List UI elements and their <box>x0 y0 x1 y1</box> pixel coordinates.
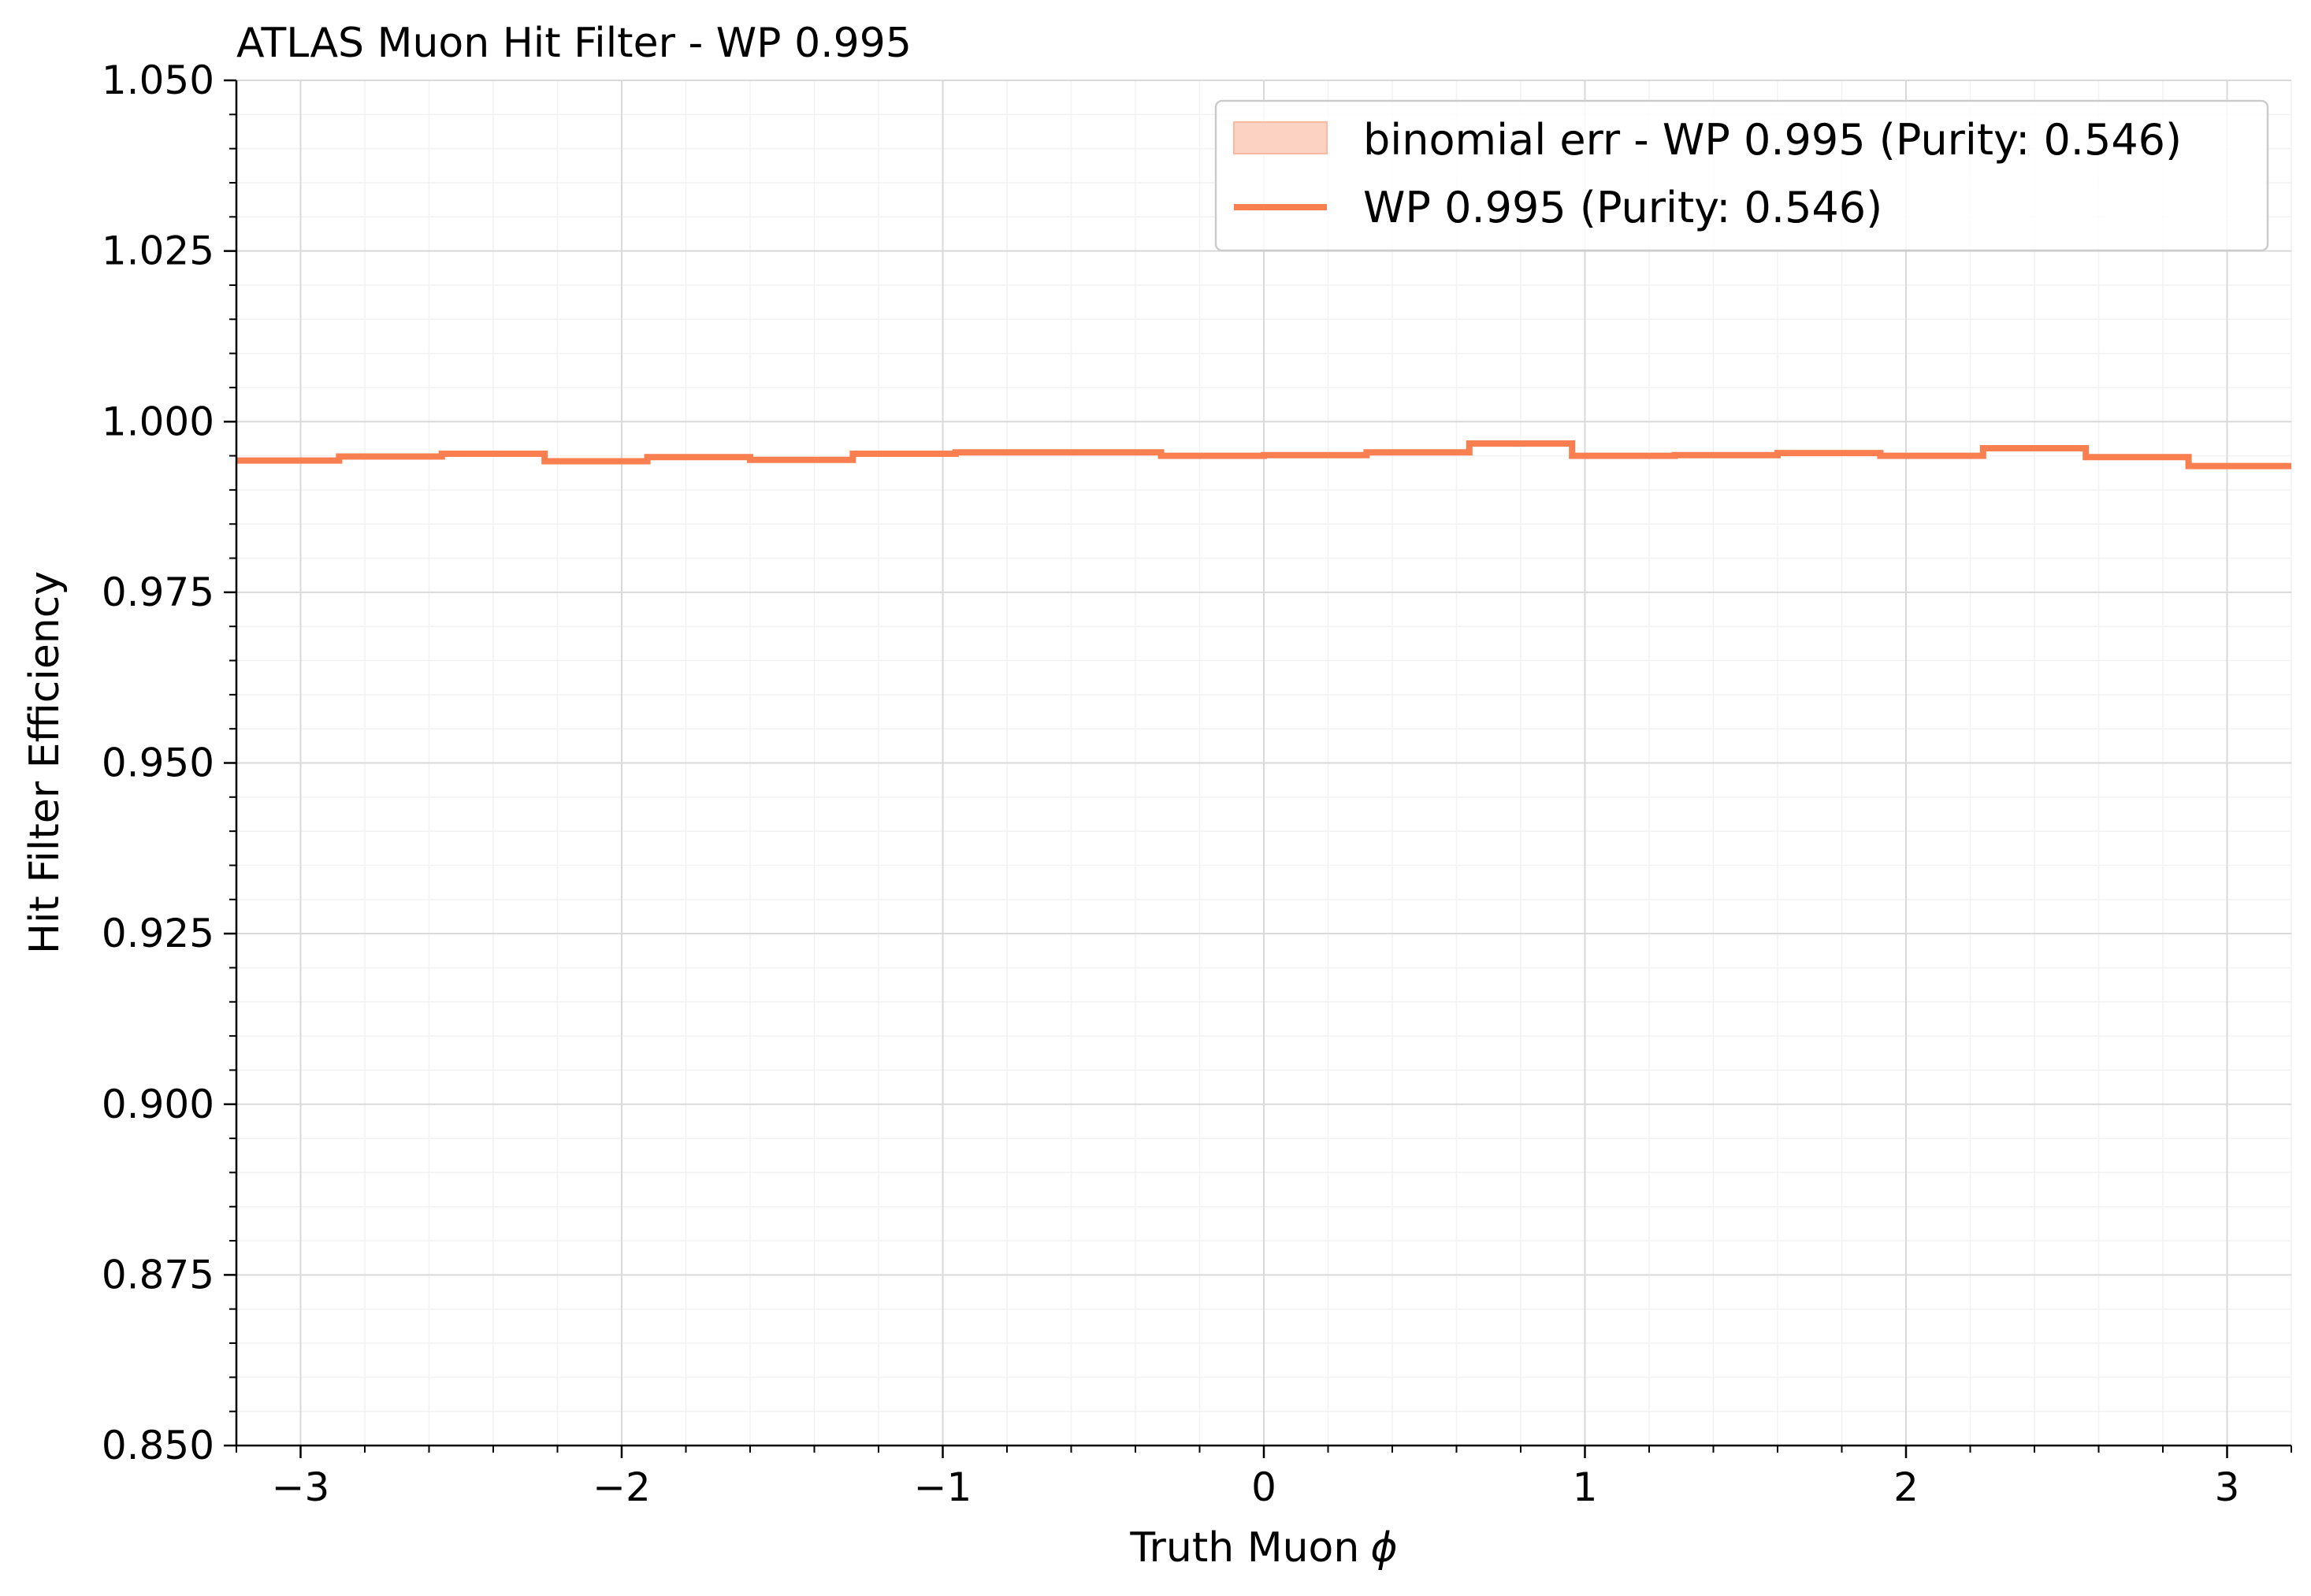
series-layer <box>236 440 2291 470</box>
x-tick-label: −1 <box>914 1464 972 1510</box>
y-tick-label: 0.900 <box>102 1082 214 1127</box>
y-tick-label: 0.850 <box>102 1423 214 1468</box>
y-axis-label: Hit Filter Efficiency <box>21 571 69 954</box>
y-tick-label: 0.950 <box>102 740 214 786</box>
x-tick-label: 2 <box>1893 1464 1919 1510</box>
chart-title: ATLAS Muon Hit Filter - WP 0.995 <box>236 20 912 67</box>
x-tick-label: 1 <box>1573 1464 1598 1510</box>
legend-line-label: WP 0.995 (Purity: 0.546) <box>1363 183 1882 232</box>
y-tick-label: 0.975 <box>102 570 214 615</box>
legend-band-swatch <box>1233 121 1328 154</box>
x-axis-label-symbol: ϕ <box>1370 1524 1397 1572</box>
y-tick-label: 1.025 <box>102 228 214 274</box>
y-tick-label: 0.925 <box>102 911 214 956</box>
x-tick-label: 3 <box>2215 1464 2240 1510</box>
legend-band-label: binomial err - WP 0.995 (Purity: 0.546) <box>1363 115 2182 165</box>
x-tick-label: −2 <box>593 1464 651 1510</box>
legend-frame <box>1214 99 2269 252</box>
y-tick-label: 1.050 <box>102 58 214 103</box>
efficiency-step-line <box>236 440 2291 470</box>
x-tick-label: 0 <box>1251 1464 1276 1510</box>
x-tick-label: −3 <box>272 1464 330 1510</box>
y-tick-label: 0.875 <box>102 1252 214 1297</box>
y-ticks: 0.850 0.875 0.900 0.925 0.950 0.975 1.000 1.025… <box>102 58 236 1468</box>
x-axis-label: Truth Muon ϕ <box>1129 1524 1397 1572</box>
legend: binomial err - WP 0.995 (Purity: 0.546) … <box>1214 99 2269 252</box>
x-ticks: −3 −2 −1 0 1 2 3 <box>236 1446 2292 1510</box>
x-axis-label-text: Truth Muon <box>1129 1524 1359 1572</box>
y-tick-label: 1.000 <box>102 399 214 444</box>
